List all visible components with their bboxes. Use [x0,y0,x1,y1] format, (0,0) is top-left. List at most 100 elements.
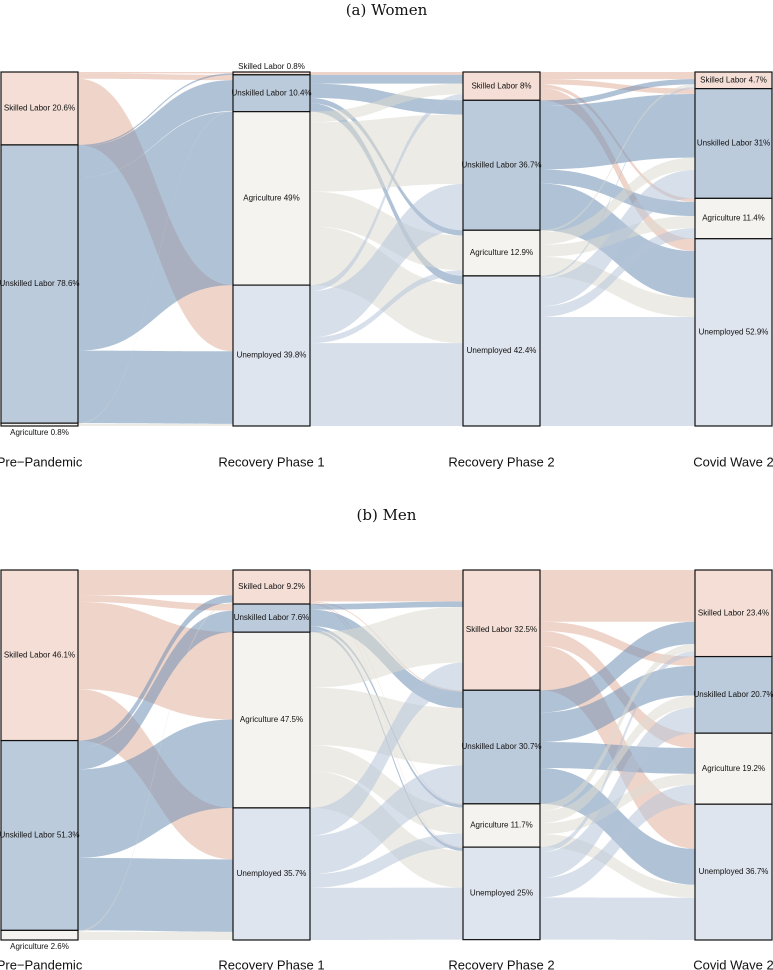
stage-label-recovery-phase-2: Recovery Phase 2 [448,957,554,970]
flow-skilled-labor-to-skilled-labor [78,570,233,596]
flow-skilled-labor-to-skilled-labor [310,72,463,75]
flow-unemployed-to-unskilled-labor [540,170,695,307]
node-agriculture [0,422,79,427]
flow-unemployed-to-unskilled-labor [540,707,695,879]
flow-agriculture-to-unskilled-labor [78,110,233,424]
node-agriculture [462,803,541,848]
flow-skilled-labor-to-unemployed [540,87,695,252]
flow-unemployed-to-skilled-labor [310,662,463,836]
flow-agriculture-to-skilled-labor [310,83,463,123]
node-agriculture [0,929,79,941]
flow-agriculture-to-agriculture [310,191,463,271]
flow-skilled-labor-to-unskilled-labor [78,73,233,81]
panel-title: (b) Men [357,506,417,524]
node-label: Unemployed 25% [470,888,533,897]
flow-agriculture-to-unemployed [78,931,233,940]
node-unskilled-labor [0,739,79,931]
flow-unemployed-to-skilled-labor [540,86,695,279]
flow-unskilled-labor-to-unemployed [78,350,233,424]
node-label: Unskilled Labor 51.3% [0,831,80,840]
node-label: Agriculture 19.2% [702,764,765,773]
node-label: Unemployed 36.7% [699,867,769,876]
flow-unemployed-to-unskilled-labor [310,765,463,875]
flow-unskilled-labor-to-unemployed [78,857,233,932]
node-unskilled-labor [694,88,773,199]
flow-unskilled-labor-to-agriculture [78,111,233,351]
node-unskilled-labor [462,689,541,805]
stage-label-recovery-phase-2: Recovery Phase 2 [448,454,554,469]
flow-agriculture-to-unemployed [310,226,463,344]
node-skilled-labor [0,569,79,742]
flow-skilled-labor-to-skilled-labor [310,570,463,602]
node-label: Agriculture 47.5% [240,715,303,724]
node-label: Unskilled Labor 31% [697,139,770,148]
node-label: Skilled Labor 23.4% [698,608,769,617]
node-layer: Skilled Labor 46.1% Unskilled Labor 51.3%… [0,569,773,951]
flow-agriculture-to-unskilled-labor [540,157,695,245]
flow-unemployed-to-agriculture [310,833,463,888]
panel-title: (a) Women [346,1,428,19]
flow-unskilled-labor-to-unskilled-labor [78,80,233,178]
node-label: Skilled Labor 0.8% [238,62,305,71]
stage-label-pre-pandemic: Pre−Pandemic [0,957,83,970]
node-label: Unskilled Labor 36.7% [461,160,541,169]
node-agriculture [462,229,541,277]
flow-unskilled-labor-to-unskilled-labor [78,610,233,770]
node-unskilled-labor [462,99,541,231]
flow-agriculture-to-skilled-labor [78,602,233,932]
flow-agriculture-to-unskilled-labor [310,687,463,766]
flow-unemployed-to-unemployed [310,887,463,940]
flow-unemployed-to-unemployed [540,897,695,940]
node-agriculture [694,197,773,240]
node-unskilled-labor [232,74,311,113]
stage-label-recovery-phase-1: Recovery Phase 1 [218,454,324,469]
flow-agriculture-to-skilled-labor [310,607,463,688]
node-label: Skilled Labor 4.7% [700,75,767,84]
flow-layer [78,72,695,426]
flow-agriculture-to-unskilled-labor [310,114,463,192]
node-label: Agriculture 11.7% [470,821,533,830]
flow-unskilled-labor-to-skilled-labor [540,79,695,106]
node-label: Skilled Labor 46.1% [4,650,75,659]
flow-agriculture-to-agriculture [310,745,463,834]
flow-unemployed-to-agriculture [310,270,463,344]
node-label: Skilled Labor 20.6% [4,104,75,113]
node-label: Agriculture 11.4% [702,214,765,223]
flow-agriculture-to-skilled-labor [540,84,695,233]
flow-unemployed-to-unemployed [310,343,463,426]
node-unemployed [462,275,541,427]
node-label: Skilled Labor 8% [471,81,531,90]
flow-unemployed-to-unemployed [540,316,695,426]
flow-unskilled-labor-to-skilled-labor [78,73,233,147]
flow-unskilled-labor-to-agriculture [78,719,233,858]
flow-unskilled-labor-to-skilled-labor [310,601,463,610]
node-label: Unemployed 52.9% [699,327,769,336]
sankey-panel-b-men: (b) Men Skilled Labor 46.1% Unskilled Labo… [0,506,773,970]
node-unemployed [694,238,773,427]
flow-unemployed-to-agriculture [540,784,695,898]
node-unemployed [232,284,311,427]
node-skilled-labor [462,569,541,691]
flow-unemployed-to-skilled-labor [540,651,695,853]
flow-unemployed-to-unskilled-labor [310,183,463,338]
flow-skilled-labor-to-skilled-labor [540,72,695,80]
flow-unskilled-labor-to-skilled-labor [310,74,463,84]
node-label: Skilled Labor 9.2% [238,582,305,591]
flow-unskilled-labor-to-skilled-labor [78,595,233,748]
node-label: Unskilled Labor 30.7% [461,742,541,751]
node-unemployed [694,803,773,941]
node-label: Unskilled Labor 78.6% [0,279,80,288]
flow-unskilled-labor-to-unskilled-labor [540,93,695,170]
node-label: Agriculture 49% [243,193,299,202]
flow-layer [78,570,695,940]
node-unskilled-labor [232,603,311,633]
node-label: Unskilled Labor 7.6% [234,613,310,622]
stage-label-recovery-phase-1: Recovery Phase 1 [218,957,324,970]
node-label: Agriculture 0.8% [10,428,69,437]
node-label: Unskilled Labor 10.4% [231,88,311,97]
sankey-panel-a-women: (a) Women Skilled Labor 20.6% Unskilled La… [0,1,773,469]
flow-skilled-labor-to-unskilled-labor [78,595,233,611]
stage-label-covid-wave-2: Covid Wave 2 [693,957,773,970]
flow-skilled-labor-to-skilled-labor [78,72,233,74]
